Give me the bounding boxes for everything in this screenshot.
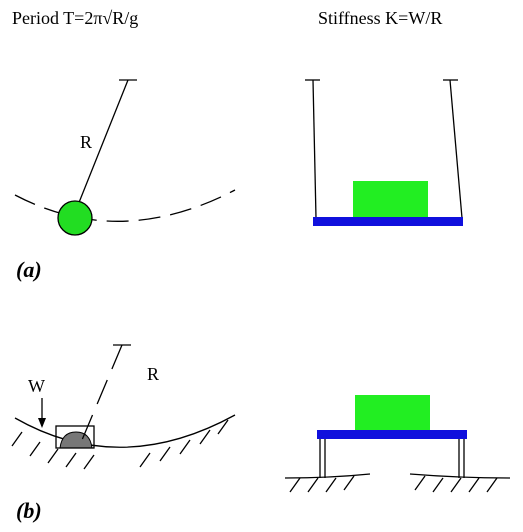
stiffness-label: Stiffness K=W/R — [318, 8, 442, 28]
suspended-mass — [305, 79, 463, 226]
period-label: Period T=2π√R/g — [12, 8, 138, 28]
pendulum — [14, 79, 236, 236]
caption-a: (a) — [16, 257, 42, 282]
fixed-base — [284, 395, 511, 493]
weight-label: W — [28, 376, 45, 396]
caption-b: (b) — [16, 498, 42, 523]
radius-label: R — [80, 132, 92, 152]
radius-label-b: R — [147, 364, 159, 384]
sliding-bearing — [11, 344, 236, 470]
